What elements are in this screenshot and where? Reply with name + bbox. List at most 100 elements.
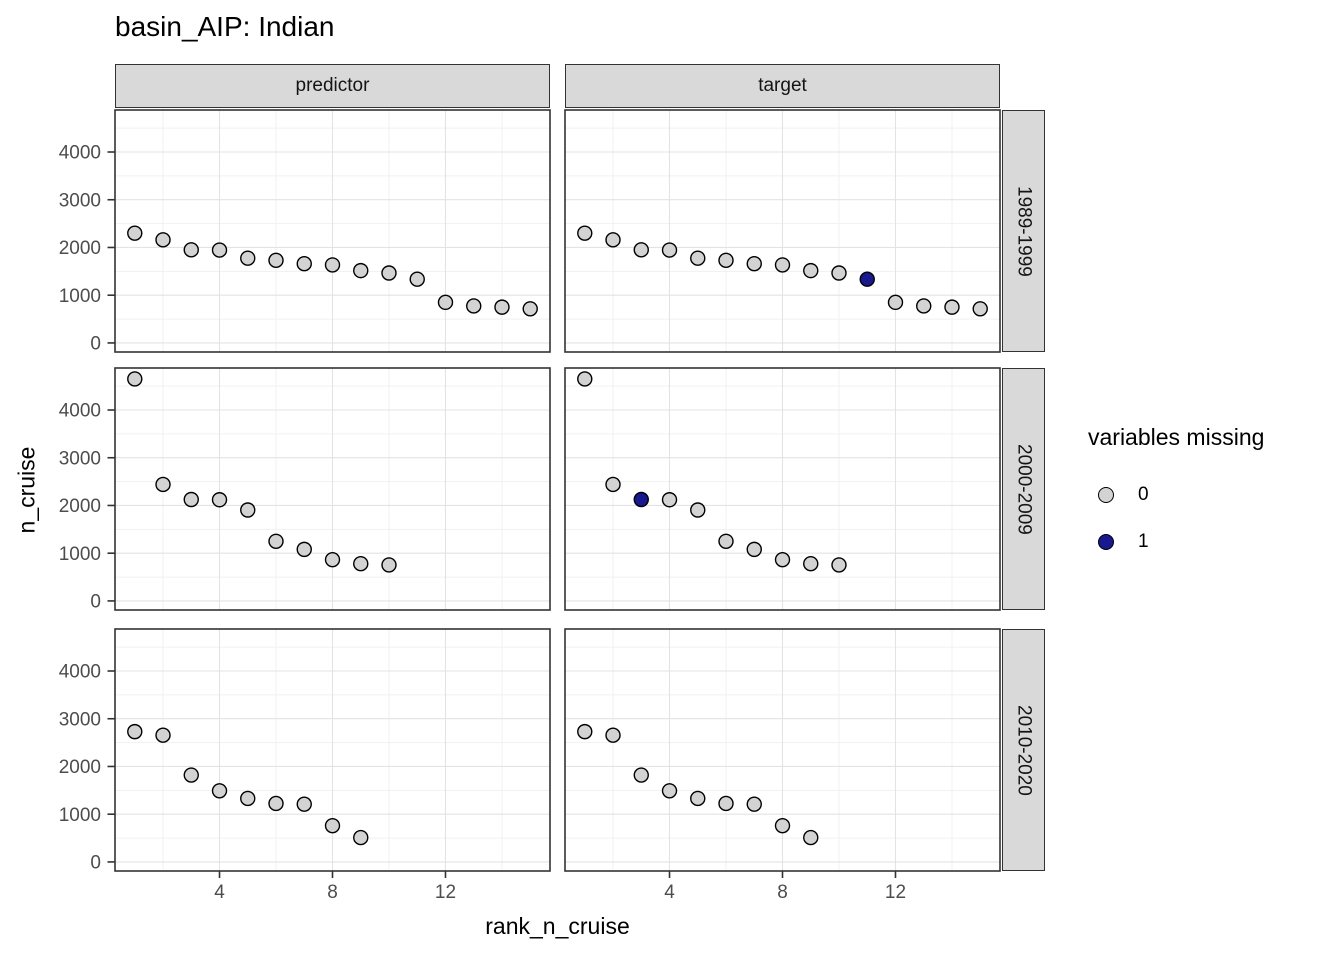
data-point	[324, 817, 341, 834]
legend-item-0-label: 0	[1138, 483, 1149, 505]
y-tick-label: 0	[90, 592, 101, 613]
x-tick-label: 4	[664, 882, 675, 903]
data-point	[437, 294, 454, 311]
data-point	[409, 271, 425, 287]
y-tick-label: 3000	[59, 448, 101, 469]
data-point	[324, 257, 341, 273]
data-point	[268, 795, 284, 812]
data-point	[155, 476, 171, 493]
data-point	[633, 767, 649, 783]
data-point	[127, 371, 143, 387]
y-axis-title: n_cruise	[13, 446, 40, 534]
y-tick-label: 3000	[59, 709, 101, 730]
facet-strip-target: target	[565, 64, 1000, 108]
data-point	[718, 795, 734, 812]
data-point	[522, 301, 538, 317]
data-point	[690, 250, 706, 266]
data-point	[803, 262, 819, 279]
data-point	[661, 783, 678, 799]
data-point	[577, 225, 593, 241]
data-point	[718, 533, 734, 549]
data-point	[774, 817, 791, 834]
legend-swatch-navy-circle-icon	[1098, 533, 1114, 550]
chart-title: basin_AIP: Indian	[115, 11, 335, 42]
data-point	[324, 551, 341, 568]
legend-title: variables missing	[1088, 424, 1265, 450]
legend-item-0: 0	[1088, 471, 1338, 518]
data-point	[577, 723, 593, 740]
data-point	[916, 298, 932, 314]
data-point	[690, 790, 706, 807]
facet-strip-predictor: predictor	[115, 64, 550, 108]
data-point	[577, 371, 593, 387]
panel-target-1989-1999	[564, 109, 1001, 353]
data-point	[268, 252, 284, 269]
panel-predictor-2010-2020	[114, 628, 551, 872]
x-tick-label: 8	[777, 882, 788, 903]
data-point	[803, 556, 819, 572]
data-point	[353, 829, 369, 846]
y-tick-label: 4000	[59, 662, 101, 683]
data-point	[831, 557, 847, 573]
data-point	[605, 232, 621, 248]
x-tick-label: 8	[327, 882, 338, 903]
data-point	[605, 476, 621, 493]
facet-strip-1989-1999: 1989-1999	[1002, 110, 1045, 352]
data-point	[381, 557, 397, 573]
data-point	[944, 299, 960, 315]
x-tick-label: 12	[435, 882, 456, 903]
facet-strip-2000-2009-label: 2000-2009	[1013, 443, 1035, 535]
facet-strip-target-label: target	[758, 75, 807, 96]
y-tick-label: 3000	[59, 190, 101, 211]
data-point	[718, 252, 734, 269]
data-point	[466, 298, 482, 314]
data-point	[296, 541, 312, 558]
y-tick-label: 4000	[59, 143, 101, 164]
data-point-missing	[633, 491, 649, 508]
legend-swatch-gray-circle-icon	[1098, 486, 1114, 503]
data-point	[774, 257, 791, 273]
panel-border	[564, 109, 1001, 353]
data-point	[831, 265, 847, 281]
data-point	[155, 727, 171, 743]
y-tick-label: 2000	[59, 757, 101, 778]
x-tick-label: 12	[885, 882, 906, 903]
data-point	[494, 299, 510, 315]
y-tick-label: 1000	[59, 544, 101, 565]
facet-strip-predictor-label: predictor	[295, 75, 370, 96]
y-tick-label: 1000	[59, 805, 101, 826]
data-point	[183, 491, 199, 508]
facet-strip-2000-2009: 2000-2009	[1002, 368, 1045, 610]
data-point	[240, 790, 256, 807]
data-point	[633, 242, 649, 258]
legend-item-1: 1	[1088, 518, 1338, 565]
data-point	[240, 250, 256, 266]
data-point	[240, 502, 256, 518]
data-point	[690, 502, 706, 518]
panel-target-2000-2009	[564, 367, 1001, 611]
panel-border	[564, 367, 1001, 611]
y-tick-label: 0	[90, 853, 101, 874]
data-point	[127, 225, 143, 241]
data-point	[803, 829, 819, 846]
data-point	[296, 255, 312, 272]
x-tick-label: 4	[214, 882, 225, 903]
legend: variables missing 0 1	[1088, 424, 1338, 565]
y-tick-label: 1000	[59, 286, 101, 307]
panel-predictor-2000-2009	[114, 367, 551, 611]
data-point-missing	[859, 271, 875, 287]
panel-predictor-1989-1999	[114, 109, 551, 353]
data-point	[381, 265, 397, 281]
data-point	[605, 727, 621, 743]
data-point	[268, 533, 284, 549]
data-point	[746, 541, 762, 558]
panel-target-2010-2020	[564, 628, 1001, 872]
data-point	[155, 232, 171, 248]
data-point	[887, 294, 904, 311]
data-point	[183, 767, 199, 783]
data-point	[353, 262, 369, 279]
data-point	[746, 255, 762, 272]
panel-border	[114, 109, 551, 353]
